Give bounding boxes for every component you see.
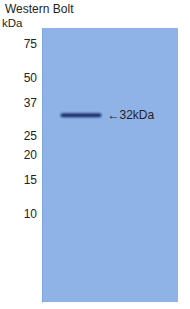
y-tick: 25	[24, 129, 42, 143]
x-axis	[57, 302, 107, 304]
y-tick: 75	[24, 37, 42, 51]
y-tick: 37	[24, 96, 42, 110]
y-tick-label: 20	[24, 148, 38, 162]
y-axis-line	[42, 29, 43, 303]
y-tick: 20	[24, 148, 42, 162]
y-tick-label: 15	[24, 173, 38, 187]
y-tick-label: 10	[24, 207, 38, 221]
blot-panel	[42, 28, 178, 302]
y-tick-label: 25	[24, 129, 38, 143]
x-axis-line	[57, 302, 107, 303]
y-tick-label: 37	[24, 96, 38, 110]
y-tick: 50	[24, 71, 42, 85]
data-label: ←32kDa	[107, 108, 154, 122]
y-tick: 15	[24, 173, 42, 187]
y-tick-label: 75	[24, 37, 38, 51]
y-tick: 10	[24, 207, 42, 221]
chart-svg: Western BoltkDa75 50 37 25 20 15 10 ←32kDa	[0, 0, 190, 309]
band	[61, 113, 102, 117]
y-tick-label: 50	[24, 71, 38, 85]
title: Western Bolt	[5, 2, 74, 16]
chart-root: Western BoltkDa75 50 37 25 20 15 10 ←32kDa	[0, 0, 190, 309]
plot-area	[61, 113, 102, 117]
y-axis-label: kDa	[2, 17, 23, 29]
y-axis: 75 50 37 25 20 15 10	[24, 29, 43, 303]
